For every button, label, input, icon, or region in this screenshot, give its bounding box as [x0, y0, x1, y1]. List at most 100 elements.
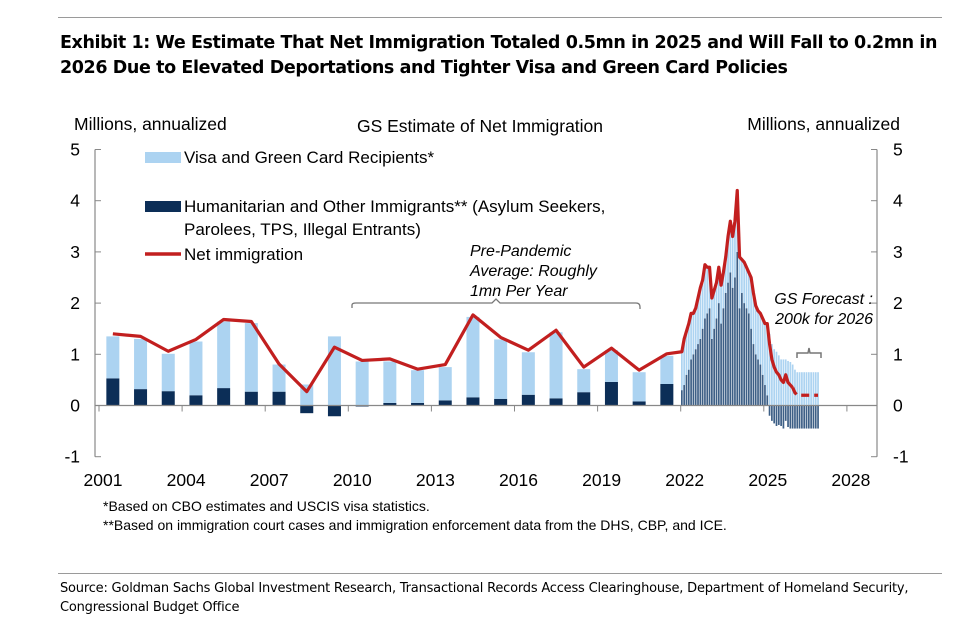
bar-visa [747, 272, 750, 314]
bar-humanitarian [272, 391, 286, 406]
legend-label-humanitarian-cont: Parolees, TPS, Illegal Entrants) [184, 220, 421, 239]
bar-visa [784, 359, 787, 406]
bar-visa [729, 221, 732, 273]
bar-visa [383, 361, 397, 403]
bar-humanitarian [743, 303, 746, 406]
y-tick-label-left: 2 [70, 293, 80, 313]
y-tick-label-left: 4 [70, 191, 80, 211]
bar-humanitarian [757, 359, 759, 406]
bar-visa [687, 323, 690, 370]
bar-humanitarian [701, 328, 704, 406]
bar-visa [660, 355, 674, 384]
source-note: Source: Goldman Sachs Global Investment … [60, 581, 909, 615]
bar-visa [577, 369, 591, 393]
bar-visa [773, 349, 776, 406]
y-tick-label-right: 2 [893, 293, 903, 313]
bar-visa [768, 333, 771, 406]
bar-visa [106, 336, 120, 379]
bar-humanitarian [632, 401, 646, 406]
bar-humanitarian [660, 383, 674, 406]
bar-visa [805, 372, 808, 406]
y-tick-label-left: -1 [64, 447, 80, 467]
bar-humanitarian [690, 359, 692, 406]
bar-humanitarian [494, 398, 508, 406]
bottom-rule [58, 573, 942, 574]
legend-label-net: Net immigration [184, 245, 303, 264]
annotation-line: Pre-Pandemic [470, 243, 571, 260]
bar-visa [759, 313, 762, 365]
bar-visa [411, 370, 425, 403]
legend-swatch-visa [145, 152, 181, 163]
bar-humanitarian [801, 405, 803, 429]
y-tick-label-right: 0 [893, 396, 903, 416]
bar-humanitarian [761, 374, 764, 406]
bar-humanitarian [738, 308, 741, 406]
bar-humanitarian [438, 400, 452, 406]
bar-visa [690, 313, 692, 360]
bar-visa [706, 267, 709, 314]
bar-visa [604, 350, 618, 382]
bar-visa [731, 236, 734, 288]
bracket-pre-pandemic [351, 298, 641, 309]
bar-visa [734, 221, 736, 278]
bar-humanitarian [752, 344, 755, 406]
bar-visa [794, 369, 796, 406]
bar-humanitarian [754, 354, 757, 406]
bar-visa [745, 267, 748, 309]
bar-humanitarian [724, 292, 727, 406]
bar-humanitarian [694, 349, 697, 406]
bar-visa [699, 287, 702, 339]
x-tick-label: 2028 [831, 470, 870, 490]
bar-visa [355, 361, 369, 406]
bar-visa [685, 331, 688, 375]
bar-humanitarian [217, 388, 231, 406]
bar-humanitarian [704, 318, 706, 406]
x-tick-label: 2007 [250, 470, 289, 490]
bar-humanitarian [736, 251, 739, 406]
bar-visa [134, 338, 148, 390]
bar-humanitarian [805, 405, 808, 429]
bar-visa [771, 344, 773, 406]
bar-visa [549, 332, 563, 399]
bar-visa [717, 267, 720, 304]
bar-humanitarian [734, 277, 736, 406]
y-axis-label-right: Millions, annualized [747, 114, 900, 134]
exhibit-title: Exhibit 1: We Estimate That Net Immigrat… [60, 33, 938, 78]
bar-humanitarian [794, 405, 796, 429]
bar-visa [720, 285, 722, 324]
bar-humanitarian [780, 405, 782, 426]
bar-visa [494, 339, 508, 399]
annotation-forecast: GS Forecast : 200k for 2026 [774, 291, 873, 358]
bar-visa [741, 259, 743, 293]
bar-humanitarian [768, 405, 771, 416]
legend-swatch-humanitarian [145, 201, 181, 212]
bar-humanitarian [720, 323, 722, 406]
bar-humanitarian [708, 308, 711, 406]
y-tick-label-left: 1 [70, 344, 80, 364]
bar-visa [694, 308, 697, 350]
bar-visa [766, 323, 769, 396]
bar-humanitarian [711, 338, 713, 406]
bar-humanitarian [741, 292, 743, 406]
bar-visa [796, 372, 799, 406]
bar-humanitarian [727, 282, 729, 406]
bar-humanitarian [782, 405, 785, 429]
bar-humanitarian [787, 405, 789, 428]
bar-humanitarian [814, 405, 817, 429]
bar-humanitarian [697, 344, 699, 406]
bar-humanitarian [764, 385, 766, 406]
bar-visa [244, 323, 258, 392]
bar-humanitarian [796, 405, 799, 429]
bar-visa [743, 262, 746, 304]
bar-visa [764, 323, 766, 386]
bar-humanitarian [715, 318, 718, 406]
bar-humanitarian [466, 397, 480, 406]
x-tick-label: 2010 [333, 470, 372, 490]
y-tick-label-right: -1 [893, 447, 909, 467]
bar-visa [272, 364, 286, 392]
bar-humanitarian [773, 405, 776, 424]
bar-visa [681, 351, 683, 391]
bar-humanitarian [775, 405, 778, 426]
bar-humanitarian [106, 378, 120, 406]
bar-humanitarian [803, 405, 806, 429]
